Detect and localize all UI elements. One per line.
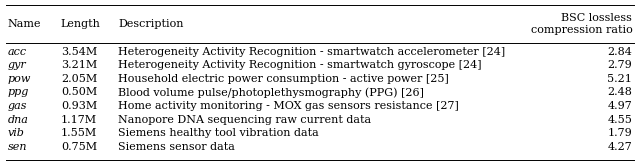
Text: pow: pow bbox=[8, 74, 31, 84]
Text: dna: dna bbox=[8, 115, 29, 125]
Text: Heterogeneity Activity Recognition - smartwatch gyroscope [24]: Heterogeneity Activity Recognition - sma… bbox=[118, 60, 482, 70]
Text: sen: sen bbox=[8, 142, 27, 152]
Text: ppg: ppg bbox=[8, 88, 29, 97]
Text: 4.27: 4.27 bbox=[607, 142, 632, 152]
Text: Name: Name bbox=[8, 19, 41, 29]
Text: 2.79: 2.79 bbox=[607, 60, 632, 70]
Text: Description: Description bbox=[118, 19, 184, 29]
Text: 0.93M: 0.93M bbox=[61, 101, 97, 111]
Text: 1.17M: 1.17M bbox=[61, 115, 97, 125]
Text: gas: gas bbox=[8, 101, 27, 111]
Text: vib: vib bbox=[8, 128, 24, 138]
Text: Siemens sensor data: Siemens sensor data bbox=[118, 142, 236, 152]
Text: Blood volume pulse/photoplethysmography (PPG) [26]: Blood volume pulse/photoplethysmography … bbox=[118, 87, 424, 98]
Text: 3.54M: 3.54M bbox=[61, 47, 97, 57]
Text: 2.48: 2.48 bbox=[607, 88, 632, 97]
Text: gyr: gyr bbox=[8, 60, 26, 70]
Text: 4.97: 4.97 bbox=[607, 101, 632, 111]
Text: acc: acc bbox=[8, 47, 27, 57]
Text: 2.84: 2.84 bbox=[607, 47, 632, 57]
Text: 1.55M: 1.55M bbox=[61, 128, 97, 138]
Text: 0.75M: 0.75M bbox=[61, 142, 97, 152]
Text: Length: Length bbox=[61, 19, 100, 29]
Text: Household electric power consumption - active power [25]: Household electric power consumption - a… bbox=[118, 74, 449, 84]
Text: Siemens healthy tool vibration data: Siemens healthy tool vibration data bbox=[118, 128, 319, 138]
Text: Home activity monitoring - MOX gas sensors resistance [27]: Home activity monitoring - MOX gas senso… bbox=[118, 101, 460, 111]
Text: 0.50M: 0.50M bbox=[61, 88, 97, 97]
Text: BSC lossless
compression ratio: BSC lossless compression ratio bbox=[531, 13, 632, 35]
Text: 1.79: 1.79 bbox=[607, 128, 632, 138]
Text: Nanopore DNA sequencing raw current data: Nanopore DNA sequencing raw current data bbox=[118, 115, 372, 125]
Text: Heterogeneity Activity Recognition - smartwatch accelerometer [24]: Heterogeneity Activity Recognition - sma… bbox=[118, 47, 506, 57]
Text: 4.55: 4.55 bbox=[607, 115, 632, 125]
Text: 3.21M: 3.21M bbox=[61, 60, 97, 70]
Text: 5.21: 5.21 bbox=[607, 74, 632, 84]
Text: 2.05M: 2.05M bbox=[61, 74, 97, 84]
